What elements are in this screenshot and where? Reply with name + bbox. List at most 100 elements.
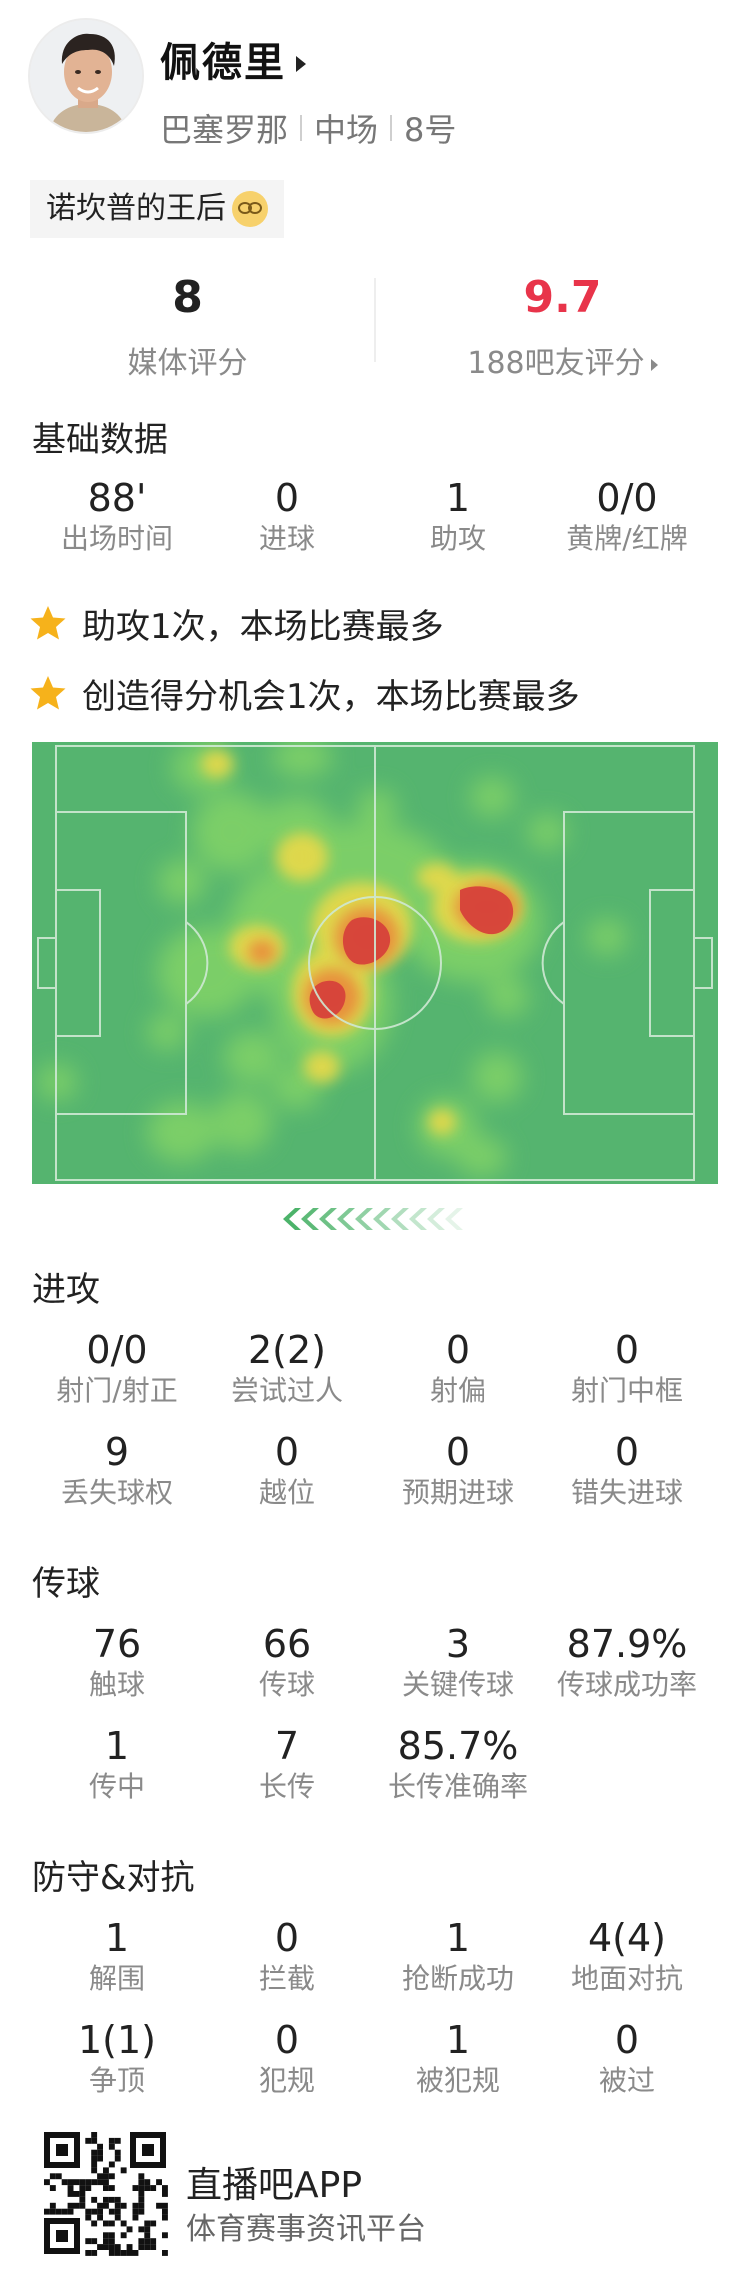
stat-interceptions: 0 拦截 — [200, 1916, 374, 1996]
stat-value: 0/0 — [86, 1328, 148, 1372]
stat-pass-accuracy: 87.9% 传球成功率 — [540, 1622, 714, 1702]
stat-value: 0 — [274, 476, 300, 520]
stat-label: 被犯规 — [415, 2064, 500, 2097]
stat-value: 0 — [614, 1430, 640, 1474]
stat-label: 传球 — [258, 1668, 315, 1701]
stat-label: 助攻 — [429, 522, 486, 555]
app-qr-code[interactable] — [42, 2130, 168, 2256]
stat-label: 传球成功率 — [556, 1668, 697, 1701]
stat-offsides: 0 越位 — [200, 1430, 374, 1510]
stat-label: 触球 — [88, 1668, 145, 1701]
stat-value: 0 — [274, 2018, 300, 2062]
chevron-left-icon — [445, 1208, 463, 1230]
stat-passes: 66 传球 — [200, 1622, 374, 1702]
stat-fouls: 0 犯规 — [200, 2018, 374, 2098]
fan-rating-value: 9.7 — [523, 272, 602, 323]
stat-value: 76 — [92, 1622, 142, 1666]
meta-divider — [390, 115, 393, 141]
stat-label: 长传准确率 — [387, 1770, 528, 1803]
fan-rating-label[interactable]: 188吧友评分 — [375, 338, 750, 382]
stat-possession-lost: 9 丢失球权 — [30, 1430, 204, 1510]
stat-value: 0 — [614, 1328, 640, 1372]
stat-value: 2(2) — [247, 1328, 326, 1372]
stat-label: 射偏 — [429, 1374, 486, 1407]
stat-label: 解围 — [88, 1962, 145, 1995]
stat-label: 长传 — [258, 1770, 315, 1803]
attack-stats-row: 0/0 射门/射正 2(2) 尝试过人 0 射偏 0 射门中框 — [0, 1328, 750, 1408]
defense-stats-row: 1 解围 0 拦截 1 抢断成功 4(4) 地面对抗 — [0, 1916, 750, 1996]
stat-label: 预期进球 — [401, 1476, 514, 1509]
stat-label: 错失进球 — [570, 1476, 683, 1509]
basic-stats-row: 88' 出场时间 0 进球 1 助攻 0/0 黄牌/红牌 — [0, 476, 750, 556]
stat-value: 87.9% — [566, 1622, 688, 1666]
chevron-left-icon — [427, 1208, 445, 1230]
stat-goals: 0 进球 — [200, 476, 374, 556]
stat-dribbles: 2(2) 尝试过人 — [200, 1328, 374, 1408]
heatmap-hot-layer — [309, 886, 514, 1019]
player-team: 巴塞罗那 — [160, 111, 289, 149]
star-icon — [30, 606, 66, 640]
stat-value: 3 — [445, 1622, 471, 1666]
stat-value: 1(1) — [77, 2018, 156, 2062]
face-emoji-icon — [232, 191, 268, 227]
media-rating-label: 媒体评分 — [127, 346, 248, 381]
stat-xg: 0 预期进球 — [371, 1430, 545, 1510]
stat-value: 0 — [445, 1328, 471, 1372]
stat-value: 1 — [445, 476, 471, 520]
stat-touches: 76 触球 — [30, 1622, 204, 1702]
passing-stats-row: 76 触球 66 传球 3 关键传球 87.9% 传球成功率 — [0, 1622, 750, 1702]
stat-value: 7 — [274, 1724, 300, 1768]
stat-was-fouled: 1 被犯规 — [371, 2018, 545, 2098]
highlight-item: 助攻1次，本场比赛最多 — [28, 598, 444, 648]
heatmap-svg — [37, 742, 713, 1181]
player-detail-arrow-icon[interactable] — [296, 56, 306, 72]
highlight-text: 助攻1次，本场比赛最多 — [82, 606, 444, 647]
app-tagline: 体育赛事资讯平台 — [186, 2212, 426, 2247]
chevron-left-icon — [319, 1208, 337, 1230]
stat-label: 抢断成功 — [401, 1962, 514, 1995]
stat-label: 射门/射正 — [56, 1374, 178, 1407]
stat-value: 0/0 — [596, 476, 658, 520]
stat-label: 射门中框 — [570, 1374, 683, 1407]
stat-value: 1 — [104, 1916, 130, 1960]
star-icon — [30, 676, 66, 710]
attack-stats-row: 9 丢失球权 0 越位 0 预期进球 0 错失进球 — [0, 1430, 750, 1510]
pitch-lines — [37, 745, 713, 1181]
stat-value: 1 — [104, 1724, 130, 1768]
stat-minutes: 88' 出场时间 — [30, 476, 204, 556]
stat-label: 关键传球 — [401, 1668, 514, 1701]
media-rating: 8 媒体评分 — [0, 270, 375, 382]
player-nickname-badge: 诺坎普的王后 — [30, 180, 284, 238]
fan-rating-arrow-icon — [650, 358, 658, 371]
chevron-left-icon — [391, 1208, 409, 1230]
stat-assists: 1 助攻 — [371, 476, 545, 556]
player-number: 8号 — [404, 111, 457, 149]
highlight-text: 创造得分机会1次，本场比赛最多 — [82, 676, 580, 717]
stat-value: 0 — [274, 1916, 300, 1960]
stat-label: 进球 — [258, 522, 315, 555]
stat-label: 黄牌/红牌 — [566, 522, 688, 555]
stat-value: 1 — [445, 1916, 471, 1960]
chevron-left-icon — [283, 1208, 301, 1230]
stat-label: 传中 — [88, 1770, 145, 1803]
stat-value: 85.7% — [397, 1724, 519, 1768]
player-position: 中场 — [314, 111, 379, 149]
chevron-left-icon — [373, 1208, 391, 1230]
stat-key-passes: 3 关键传球 — [371, 1622, 545, 1702]
fan-rating[interactable]: 9.7 188吧友评分 — [375, 270, 750, 382]
player-name[interactable]: 佩德里 — [160, 40, 286, 86]
chevron-left-icon — [301, 1208, 319, 1230]
stat-ground-duels: 4(4) 地面对抗 — [540, 1916, 714, 1996]
stat-shots-off: 0 射偏 — [371, 1328, 545, 1408]
basic-stats-title: 基础数据 — [32, 420, 168, 460]
heatmap-pitch — [32, 742, 718, 1184]
stat-label: 地面对抗 — [570, 1962, 683, 1995]
passing-stats-row: 1 传中 7 长传 85.7% 长传准确率 — [0, 1724, 750, 1804]
player-meta: 巴塞罗那 中场 8号 — [160, 105, 456, 151]
defense-section-title: 防守&对抗 — [32, 1858, 195, 1898]
ratings-panel: 8 媒体评分 9.7 188吧友评分 — [0, 270, 750, 390]
player-avatar[interactable] — [28, 18, 144, 134]
stat-value: 0 — [445, 1430, 471, 1474]
chevron-left-icon — [337, 1208, 355, 1230]
stat-crosses: 1 传中 — [30, 1724, 204, 1804]
